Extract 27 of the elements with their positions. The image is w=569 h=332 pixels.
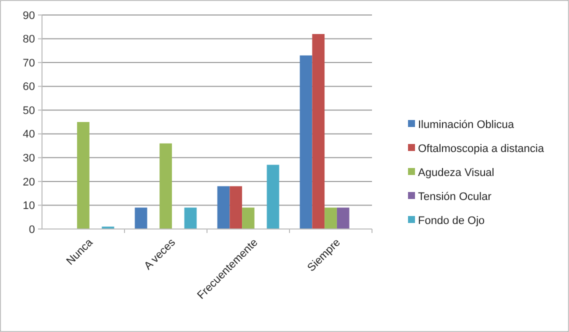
- legend-label: Agudeza Visual: [418, 166, 494, 179]
- y-tick-label: 10: [22, 200, 35, 212]
- legend-label: Tensión Ocular: [418, 190, 492, 203]
- y-tick-label: 50: [22, 104, 35, 117]
- bar: [312, 34, 325, 229]
- y-tick-label: 80: [22, 34, 35, 46]
- bar: [266, 164, 280, 229]
- bar: [77, 122, 90, 229]
- bar: [134, 208, 148, 229]
- y-tick-label: 20: [22, 176, 35, 188]
- y-tick-label: 30: [22, 152, 35, 165]
- y-tick-label: 40: [22, 128, 35, 141]
- bar: [300, 55, 312, 229]
- legend-label: Oftalmoscopia a distancia: [418, 142, 545, 155]
- y-tick-label: 60: [22, 81, 35, 94]
- bar: [230, 186, 242, 229]
- legend-label: Iluminación Oblicua: [418, 118, 515, 131]
- y-tick-label: 0: [28, 224, 35, 236]
- legend-label: Fondo de Ojo: [418, 214, 485, 227]
- bar: [217, 186, 230, 229]
- y-tick-label: 90: [22, 10, 35, 22]
- bar: [160, 143, 172, 229]
- bar: [184, 208, 197, 229]
- y-tick-label: 70: [22, 57, 35, 70]
- bar: [242, 208, 254, 229]
- bar: [336, 208, 350, 229]
- bar: [324, 208, 337, 229]
